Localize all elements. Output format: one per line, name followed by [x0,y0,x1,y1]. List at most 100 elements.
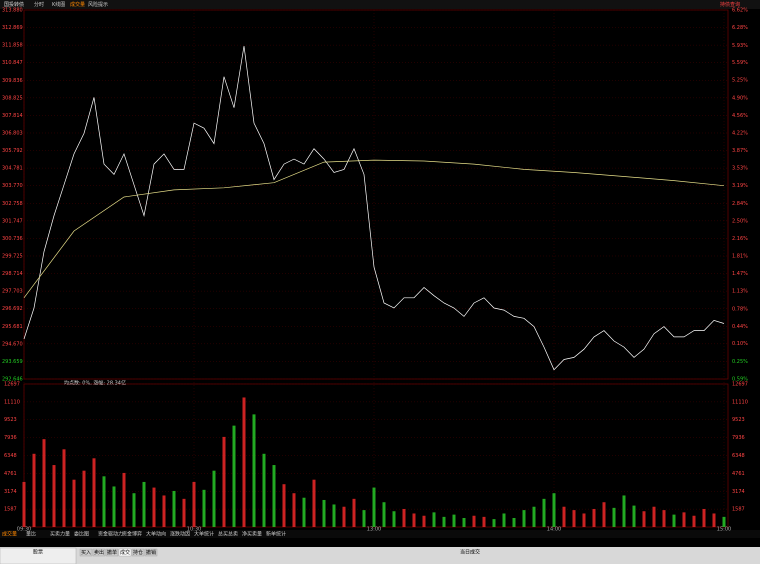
time-tick-label: 13:00 [367,527,381,533]
left-panel-title: 股票 [33,550,43,556]
order-tab[interactable]: 撤单 [107,549,117,556]
price-tick-label: 308.825 [2,95,23,101]
volume-bar [442,516,446,527]
order-tab[interactable]: 撤销 [146,549,156,556]
volume-bar [472,515,476,527]
bottom-tab[interactable]: 资金博弈 [122,531,142,538]
percent-tick-label: 4.22% [732,130,748,136]
tab-bar [0,530,760,538]
volume-tick-label: 7936 [4,435,17,441]
volume-bar [212,470,216,527]
toolbar-right[interactable]: 持债查询 [720,1,740,8]
volume-bar [542,498,546,527]
volume-bar [572,510,576,527]
volume-bar [62,449,66,527]
price-tick-label: 305.792 [2,148,23,154]
bottom-tab[interactable]: 总买总卖 [218,531,238,538]
volume-bar [222,436,226,527]
average-line [23,159,725,299]
percent-tick-label: 4.90% [732,96,748,102]
volume-bar [632,505,636,527]
volume-bar [232,425,236,527]
volume-bar [362,510,366,527]
order-tab[interactable]: 成交 [120,549,130,556]
volume-bar [122,472,126,527]
volume-bar [712,513,716,527]
bottom-tab[interactable]: 资金驱动力 [98,531,123,538]
toolbar-title: 国投转债 [4,1,24,8]
price-tick-label: 295.681 [2,324,23,330]
percent-tick-label: 2.50% [732,218,748,224]
volume-bar [482,516,486,527]
price-tick-label: 292.646 [2,377,23,383]
percent-tick-label: 3.19% [732,183,748,189]
bottom-tab[interactable]: 大单动向 [146,531,166,538]
price-tick-label: 304.781 [2,166,23,172]
price-tick-label: 310.847 [2,60,23,66]
bottom-tab[interactable]: 新单统计 [266,531,286,538]
volume-tick-label: 12697 [4,382,20,388]
price-tick-label: 313.880 [2,8,23,14]
volume-tick-label: 3174 [4,489,17,495]
volume-tick-label: 9523 [4,417,17,423]
volume-bar [512,517,516,527]
percent-tick-label: 5.59% [732,60,748,66]
percent-tick-label: 4.56% [732,113,748,119]
bottom-tab[interactable]: 委比图 [74,531,89,538]
bottom-tab[interactable]: 净买卖量 [242,531,262,538]
volume-bar [292,493,296,527]
volume-bar [402,508,406,527]
volume-bar [322,499,326,527]
volume-bar [382,502,386,527]
percent-tick-label: 3.53% [732,166,748,172]
volume-bar [432,512,436,527]
volume-bar [112,486,116,527]
order-tab-bg [118,548,132,557]
bottom-tab[interactable]: 量比 [26,531,36,538]
volume-bar [522,510,526,527]
percent-tick-label: 1.13% [732,288,748,294]
volume-bar [672,514,676,527]
bottom-tab[interactable]: 大单统计 [194,531,214,538]
toolbar-tab[interactable]: 成交量 [70,1,85,8]
volume-bar [302,497,306,527]
volume-bar [722,516,726,527]
percent-tick-label: 0.78% [732,306,748,312]
toolbar-tab[interactable]: 分时 [34,1,44,8]
price-tick-label: 297.703 [2,289,23,295]
toolbar-tab[interactable]: 风险提示 [88,1,108,8]
price-tick-label: 309.836 [2,78,23,84]
order-tab[interactable]: 卖出 [94,549,104,556]
volume-bar [252,414,256,527]
price-tick-label: 303.770 [2,183,23,189]
volume-bar [192,481,196,527]
order-tab-bg [131,548,145,557]
volume-bar [162,495,166,527]
order-tab[interactable]: 持仓 [133,549,143,556]
volume-bar [72,479,76,527]
volume-bar [452,514,456,527]
percent-tick-label: 0.25% [732,359,748,365]
volume-bar [202,489,206,527]
percent-tick-label: 3.87% [732,148,748,154]
volume-bar [182,498,186,527]
volume-bar [502,513,506,527]
volume-bar [662,510,666,527]
volume-tick-label-right: 6348 [732,453,745,459]
order-tab-bg [105,548,119,557]
volume-bar [172,490,176,527]
price-tick-label: 306.803 [2,130,23,136]
bottom-tab[interactable]: 涨跌动因 [170,531,190,538]
volume-tick-label: 4761 [4,471,17,477]
volume-bar [152,487,156,527]
percent-tick-label: 5.93% [732,43,748,49]
bottom-tab[interactable]: 成交量 [2,531,17,538]
volume-bar [282,484,286,527]
volume-bar [592,508,596,527]
toolbar-tab[interactable]: K线图 [52,1,65,8]
order-tab[interactable]: 买入 [81,549,91,556]
percent-tick-label: 0.59% [732,377,748,383]
time-tick-label: 14:00 [547,527,561,533]
bottom-tab[interactable]: 买卖力量 [50,531,70,538]
